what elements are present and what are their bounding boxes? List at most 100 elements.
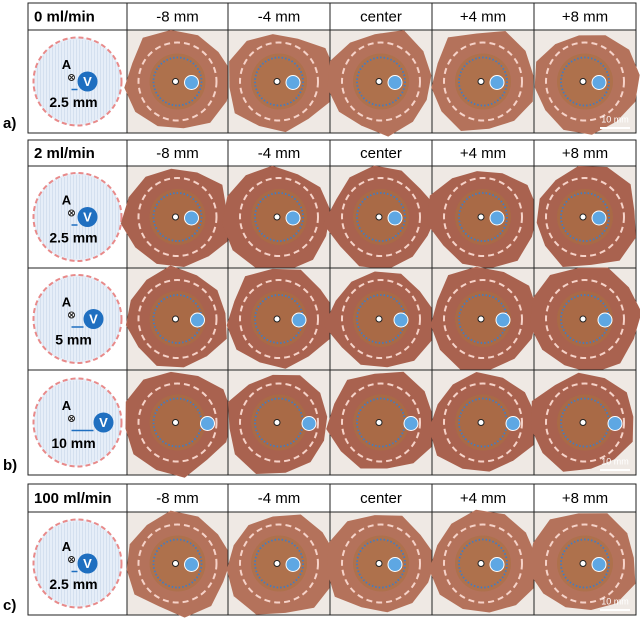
panel: 2 ml/min -8 mm -4 mm center +4 mm +8 mmAV2.5 … — [3, 139, 640, 478]
inner-margin — [458, 538, 508, 589]
outer-margin — [443, 382, 523, 463]
probe — [579, 560, 587, 567]
vein — [77, 71, 98, 92]
column-label: center — [360, 145, 402, 162]
vein-label: V — [83, 74, 92, 89]
inner-margin — [458, 56, 508, 107]
outer-margin — [239, 279, 319, 359]
inner-margin — [254, 56, 304, 107]
outer-margin — [341, 177, 421, 257]
probe — [172, 315, 179, 323]
outer-margin — [341, 279, 421, 359]
column-label: -8 mm — [156, 8, 199, 25]
outer-margin — [545, 279, 625, 359]
probe — [273, 419, 281, 426]
inner-margin — [254, 192, 304, 242]
column-label: center — [360, 8, 402, 25]
vessel — [291, 312, 307, 328]
vessel — [285, 75, 301, 90]
outer-margin — [137, 382, 218, 463]
outer-margin — [239, 382, 319, 463]
column-label: +4 mm — [460, 8, 506, 25]
vessel — [505, 416, 521, 431]
inner-margin — [254, 538, 304, 589]
vessel — [387, 210, 403, 226]
probe — [375, 213, 383, 221]
vessel — [393, 312, 409, 328]
vessel — [387, 557, 403, 572]
panel: 100 ml/min -8 mm -4 mm center +4 mm +8 mm AV 2.… — [3, 483, 637, 618]
scale-label: 10 mm — [601, 114, 629, 124]
flow-rate: 0 ml/min — [34, 8, 95, 25]
outer-margin — [239, 41, 319, 122]
inner-margin — [356, 192, 406, 242]
header-cell — [126, 139, 229, 167]
distance-label: 10 mm — [51, 435, 95, 451]
probe — [477, 560, 485, 567]
probe — [172, 560, 179, 567]
probe — [375, 419, 383, 426]
outer-margin — [239, 523, 319, 604]
column-label: +8 mm — [562, 145, 608, 162]
column-label: -8 mm — [156, 145, 199, 162]
header-cell — [126, 483, 229, 513]
probe — [579, 315, 587, 323]
probe — [579, 419, 587, 426]
artery-cross — [69, 75, 74, 80]
artery-cross — [69, 557, 74, 562]
outer-margin — [137, 41, 218, 122]
vessel — [285, 557, 301, 572]
artery-label: A — [62, 57, 72, 72]
outer-margin — [545, 382, 625, 463]
flow-rate: 2 ml/min — [34, 145, 95, 162]
probe — [172, 78, 179, 85]
artery-cross — [69, 210, 74, 216]
probe — [172, 419, 179, 426]
inner-margin — [356, 56, 406, 107]
vein-label: V — [99, 415, 108, 430]
outer-margin — [545, 41, 625, 122]
panel: 0 ml/min -8 mm -4 mm center +4 mm +8 mm AV 2.5 … — [3, 2, 640, 137]
vessel — [591, 210, 607, 226]
panel-label: c) — [3, 597, 16, 614]
header-cell — [126, 2, 229, 31]
column-label: +4 mm — [460, 490, 506, 507]
vessel — [190, 312, 205, 328]
vessel — [200, 416, 215, 431]
column-label: +8 mm — [562, 8, 608, 25]
vessel — [387, 75, 403, 90]
probe — [273, 560, 281, 567]
vessel — [184, 557, 199, 572]
header-cell — [533, 483, 637, 513]
header-cell — [329, 483, 433, 513]
outer-margin — [341, 523, 421, 604]
artery-cross — [69, 416, 74, 421]
probe — [375, 78, 383, 85]
vein — [77, 553, 98, 574]
probe — [375, 560, 383, 567]
column-label: center — [360, 490, 402, 507]
probe — [579, 213, 587, 221]
panel-label: b) — [3, 457, 17, 474]
probe — [273, 78, 281, 85]
outer-margin — [239, 177, 319, 257]
vein — [77, 207, 98, 227]
probe — [273, 315, 281, 323]
column-label: +8 mm — [562, 490, 608, 507]
header-cell — [329, 139, 433, 167]
probe — [477, 315, 485, 323]
outer-margin — [443, 41, 523, 122]
artery-cross — [69, 312, 74, 318]
outer-margin — [443, 279, 523, 359]
vessel — [184, 75, 199, 90]
outer-margin — [443, 523, 523, 604]
header-cell — [533, 2, 637, 31]
inner-margin — [356, 538, 406, 589]
inner-margin — [560, 192, 610, 242]
vessel — [495, 312, 511, 328]
vessel — [184, 210, 199, 226]
probe — [477, 213, 485, 221]
column-label: -8 mm — [156, 490, 199, 507]
column-label: +4 mm — [460, 145, 506, 162]
